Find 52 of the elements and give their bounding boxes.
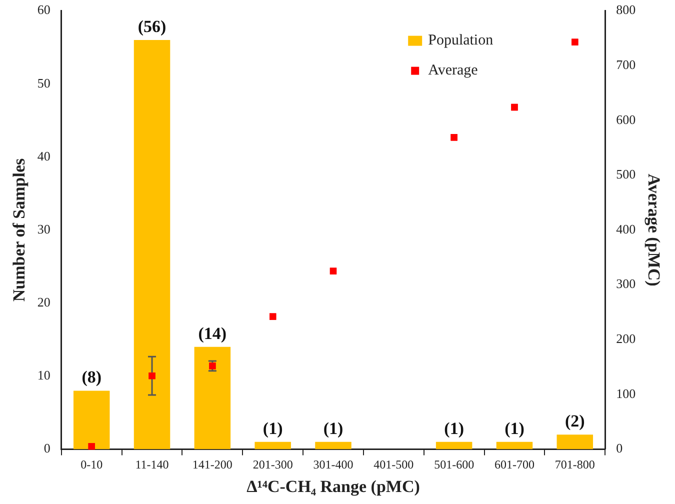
x-tick-label: 701-800 [554,458,595,472]
data-label: (1) [504,418,524,438]
x-tick-label: 141-200 [192,458,232,472]
y-tick-label: 60 [37,2,50,18]
y-tick-label: 20 [37,294,50,310]
y2-tick-label: 0 [616,440,623,456]
y2-tick-label: 500 [616,166,636,182]
bar [73,390,110,450]
y-tick-label: 40 [37,148,50,164]
x-tick-label: 0-10 [80,458,103,472]
point [572,38,578,46]
x-tick-label: 501-600 [434,458,474,472]
y2-tick-label: 600 [616,112,636,127]
data-label: (14) [198,324,227,343]
y2-tick-label: 700 [616,57,636,72]
y2-tick-label: 400 [616,221,636,236]
bar [496,442,533,450]
point [330,268,337,274]
x-tick-label: 201-300 [252,458,293,472]
data-label: (1) [262,418,283,438]
y2-axis-title: Average (pMC) [644,174,664,286]
y2-tick-label: 200 [616,331,636,346]
bar [556,434,594,450]
data-label: (56) [138,16,166,36]
bar [436,442,472,450]
legend-label: Average [428,62,478,79]
y-tick-label: 10 [37,368,50,383]
x-tick-label: 401-500 [374,458,414,472]
x-tick-label: 601-700 [494,458,534,472]
y-axis-title: Number of Samples [10,158,29,302]
y2-tick-label: 300 [616,276,636,292]
point [148,372,156,380]
y-tick-label: 0 [44,440,50,456]
bar [134,40,170,450]
data-label: (1) [323,418,344,438]
data-label: (8) [82,368,102,387]
data-label: (2) [564,411,585,430]
y-tick-label: 50 [37,75,50,90]
y-tick-label: 30 [37,221,50,236]
point [511,104,518,111]
bar [315,442,352,450]
bar [254,442,291,450]
point [450,134,458,141]
bar [194,346,231,450]
x-axis-title: Δ¹⁴C-CH₄ Range (pMC) [246,477,420,496]
y2-tick-label: 800 [616,2,636,18]
y2-tick-label: 100 [616,386,636,401]
x-tick-label: 301-400 [313,458,354,472]
data-label: (1) [444,418,464,438]
legend-label: Population [428,32,494,49]
x-tick-label: 11-140 [135,458,169,472]
point [270,313,276,320]
